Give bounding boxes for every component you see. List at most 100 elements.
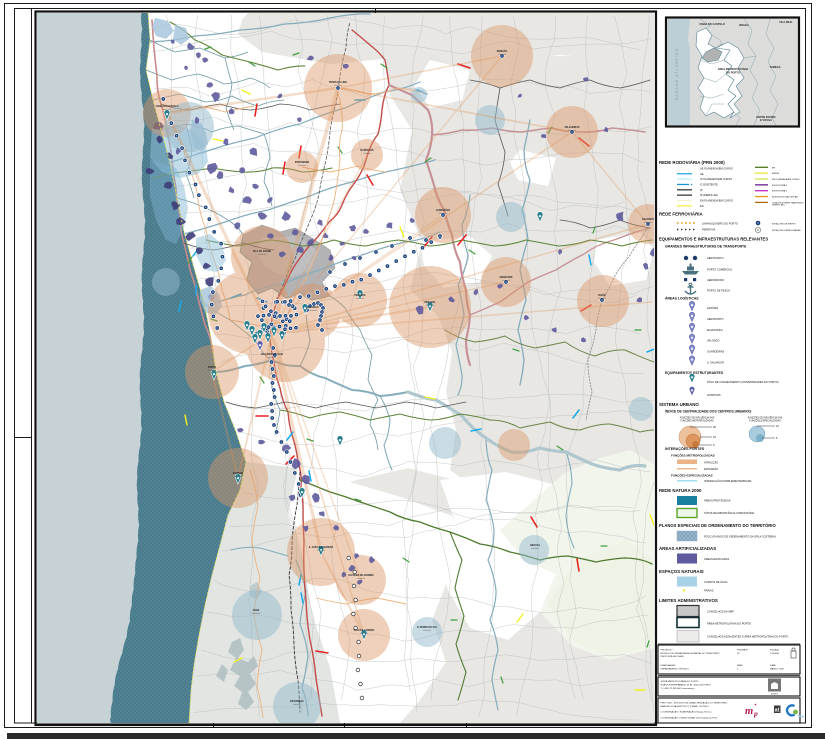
svg-text:PORTO COMERCIAL: PORTO COMERCIAL <box>707 267 733 271</box>
svg-text:5: 5 <box>713 443 715 447</box>
svg-text:ESTARREJA: ESTARREJA <box>290 700 304 703</box>
svg-text:OCEANO ATLANTICO: OCEANO ATLANTICO <box>675 48 679 100</box>
svg-text:ESTAÇÕES FERROVIÁRIAS: ESTAÇÕES FERROVIÁRIAS <box>772 229 801 232</box>
svg-text:GRANDES INFRAESTRUTURAS DE TRA: GRANDES INFRAESTRUTURAS DE TRANSPORTE <box>665 245 747 249</box>
svg-text:LEIXÕES: LEIXÕES <box>707 305 718 310</box>
svg-text:ÁREAS PROTEGIDAS: ÁREAS PROTEGIDAS <box>704 499 731 503</box>
svg-text:VIANA DO CASTELO: VIANA DO CASTELO <box>156 105 179 108</box>
svg-text:IC PLANEADO/EM CURSO: IC PLANEADO/EM CURSO <box>700 177 732 181</box>
svg-text:at: at <box>775 708 780 714</box>
svg-text:REDE NATURA 2000: REDE NATURA 2000 <box>659 488 702 493</box>
svg-text:IP: IP <box>700 188 703 192</box>
svg-text:ÍNDICE DE CENTRALIDADE DOS CEN: ÍNDICE DE CENTRALIDADE DOS CENTROS URBAN… <box>665 409 752 414</box>
svg-text:ESPAÇOS NATURAIS: ESPAÇOS NATURAIS <box>659 569 704 574</box>
svg-text:AROUCA: AROUCA <box>530 544 540 547</box>
svg-text:MODELO DE ORGANIZAÇÃO ESPACIAL: MODELO DE ORGANIZAÇÃO ESPACIAL DO TERRIT… <box>661 652 720 655</box>
svg-text:AEROPORTO: AEROPORTO <box>707 256 723 260</box>
svg-text:VILA DO CONDE: VILA DO CONDE <box>253 250 272 253</box>
svg-text:FUNÇÕES ESPECIALIZADAS: FUNÇÕES ESPECIALIZADAS <box>671 473 713 478</box>
svg-text:CONCELHOS DA AMP: CONCELHOS DA AMP <box>707 610 734 614</box>
svg-text:EXPANSÃO: EXPANSÃO <box>704 466 718 471</box>
svg-text:5: 5 <box>776 436 778 440</box>
svg-text:AEROPORTO: AEROPORTO <box>707 317 723 321</box>
svg-text:EQUIPAMENTOS ESTRUTURANTES: EQUIPAMENTOS ESTRUTURANTES <box>665 371 724 375</box>
svg-text:AMARANTE: AMARANTE <box>499 276 513 279</box>
svg-text:VALE DE CAMBRA: VALE DE CAMBRA <box>354 629 375 632</box>
svg-text:BRAGA: BRAGA <box>739 23 749 27</box>
svg-text:FASE: FASE <box>737 664 743 667</box>
svg-text:AE: AE <box>700 172 704 176</box>
svg-text:EN PLANEADA/EM CURSO: EN PLANEADA/EM CURSO <box>700 199 733 203</box>
svg-text:VALONGO: VALONGO <box>707 339 720 343</box>
svg-text:PORTO DE PESCA: PORTO DE PESCA <box>707 289 730 293</box>
svg-text:HOSPITAIS: HOSPITAIS <box>707 393 721 397</box>
svg-text:PROT 2007 - ESTUDOS DE CARACTE: PROT 2007 - ESTUDOS DE CARACTERIZAÇÃO DO… <box>661 702 728 705</box>
svg-text:PROJECTO: PROJECTO <box>661 650 673 652</box>
svg-text:MARÇO 2008: MARÇO 2008 <box>770 668 784 671</box>
svg-text:FUNÇÕES DE INFLUÊNCIA NAS: FUNÇÕES DE INFLUÊNCIA NAS <box>748 417 783 420</box>
svg-text:OVAR: OVAR <box>253 609 260 612</box>
svg-text:PENAFIEL: PENAFIEL <box>424 301 436 304</box>
svg-text:amave: amave <box>771 693 779 696</box>
svg-text:S. SALVADOR: S. SALVADOR <box>707 361 724 365</box>
svg-text:AE PLANEADA/EM CURSO: AE PLANEADA/EM CURSO <box>700 166 733 170</box>
svg-text:MONÇÃO: MONÇÃO <box>497 50 508 53</box>
svg-text:POOC (PLANOS DE ORDENAMENTO DA: POOC (PLANOS DE ORDENAMENTO DA ORLA COST… <box>704 535 776 539</box>
svg-text:ÁREAS EDIFICADAS: ÁREAS EDIFICADAS <box>704 557 729 561</box>
svg-text:VIANA DO CASTELO: VIANA DO CASTELO <box>699 22 725 26</box>
svg-text:GUIMARÃES: GUIMARÃES <box>436 209 451 212</box>
svg-text:10: 10 <box>776 424 779 428</box>
svg-text:ER: ER <box>772 167 775 169</box>
svg-text:ENTRE DOURO: ENTRE DOURO <box>756 115 775 119</box>
svg-text:DEPARTAMENTO TÉCNICO: DEPARTAMENTO TÉCNICO <box>661 668 690 671</box>
svg-text:ÁREAS LOGÍSTICAS: ÁREAS LOGÍSTICAS <box>665 296 699 301</box>
svg-text:ESTAÇÕES DE METRO: ESTAÇÕES DE METRO <box>772 222 796 225</box>
svg-text:OLIVEIRA DE AZEMÉIS: OLIVEIRA DE AZEMÉIS <box>348 574 374 577</box>
svg-text:INTERAÇÕES FORTES: INTERAÇÕES FORTES <box>665 446 705 451</box>
svg-text:ELABORAÇÃO: ELABORAÇÃO <box>661 664 676 667</box>
svg-text:IC EXISTENTE: IC EXISTENTE <box>700 182 718 186</box>
svg-text:JUNTA METROPOLITANA DO PORTO: JUNTA METROPOLITANA DO PORTO <box>661 680 699 683</box>
svg-text:INTERACÇÃO/COMPLEMENTARIDADE: INTERACÇÃO/COMPLEMENTARIDADE <box>704 478 752 483</box>
svg-text:PORTO: PORTO <box>208 367 216 369</box>
svg-text:ER/EM: ER/EM <box>772 173 779 175</box>
svg-text:m: m <box>745 706 753 717</box>
svg-text:BAIÃO: BAIÃO <box>598 294 606 297</box>
svg-text:ER PLANEADA/EM CURSO: ER PLANEADA/EM CURSO <box>772 178 800 181</box>
svg-text:MAIA/TROFA: MAIA/TROFA <box>707 328 723 332</box>
svg-text:ANÁLISE E DIAGNÓSTICO | 2ª FAS: ANÁLISE E DIAGNÓSTICO | 2ª FASE - ESTUDO <box>661 705 710 708</box>
svg-text:VILA NOVA DE GAIA: VILA NOVA DE GAIA <box>261 353 284 356</box>
svg-text:CONCELHOS ADJACENTES À ÁREA ME: CONCELHOS ADJACENTES À ÁREA METROPOLITAN… <box>707 635 788 639</box>
svg-text:DO PORTO: DO PORTO <box>726 71 740 75</box>
svg-text:PROPOSTA DE PLANO: PROPOSTA DE PLANO <box>661 655 685 658</box>
svg-text:COORDENAÇÃO CONSULTORIA | Univ: COORDENAÇÃO CONSULTORIA | Universidade d… <box>661 717 719 720</box>
svg-text:CELORICO: CELORICO <box>642 219 654 221</box>
svg-text:EN: EN <box>700 204 704 208</box>
svg-text:FELGUEIRAS: FELGUEIRAS <box>565 126 580 129</box>
svg-text:ÁREAS ARTIFICIALIZADAS: ÁREAS ARTIFICIALIZADAS <box>659 546 716 551</box>
svg-text:p: p <box>753 709 758 718</box>
svg-text:FUNÇÕES METROPOLIZADAS: FUNÇÕES METROPOLIZADAS <box>680 419 714 422</box>
svg-text:ESCALA: ESCALA <box>770 649 779 652</box>
svg-text:AREA METROPOLITANA: AREA METROPOLITANA <box>718 67 749 71</box>
svg-text:ESTRUTURA 2: ESTRUTURA 2 <box>772 190 788 193</box>
svg-text:COORDENAÇÃO / ELABORAÇÃO | Equ: COORDENAÇÃO / ELABORAÇÃO | Equipa Técnic… <box>661 711 713 714</box>
svg-text:ESTRUTURA 1: ESTRUTURA 1 <box>772 184 788 187</box>
svg-text:GUARDEIRAS: GUARDEIRAS <box>707 350 724 354</box>
svg-text:DATA: DATA <box>770 664 776 667</box>
svg-text:REDE FERROVIÁRIA: REDE FERROVIÁRIA <box>659 212 703 217</box>
svg-text:LIGAÇÕES/TERM. MARÍTIMOS: LIGAÇÕES/TERM. MARÍTIMOS <box>772 201 804 204</box>
svg-text:ACESSOS/LIGAÇÕES AE: ACESSOS/LIGAÇÕES AE <box>772 196 798 199</box>
svg-text:SISTEMA URBANO: SISTEMA URBANO <box>659 402 699 407</box>
svg-text:(PERFIL AE): (PERFIL AE) <box>772 204 785 207</box>
svg-text:FUNÇÕES DE INFLUÊNCIA NAS: FUNÇÕES DE INFLUÊNCIA NAS <box>680 417 715 420</box>
svg-text:REDE RODOVIÁRIA (PRN 2000): REDE RODOVIÁRIA (PRN 2000) <box>659 160 725 165</box>
svg-text:02: 02 <box>737 653 740 655</box>
svg-text:PLANOS ESPECIAIS DE ORDENAMENT: PLANOS ESPECIAIS DE ORDENAMENTO DO TERRI… <box>659 523 776 528</box>
svg-text:TAMEGA: TAMEGA <box>769 65 780 69</box>
svg-text:PÓLO DE CONHECIMENTO (UNIVERSI: PÓLO DE CONHECIMENTO (UNIVERSIDADES DO P… <box>707 379 779 384</box>
svg-text:AERÓDROMO: AERÓDROMO <box>707 277 724 282</box>
svg-text:PONTE DE LIMA: PONTE DE LIMA <box>329 81 347 84</box>
svg-text:SÍTIOS DE IMPORTÂNCIA COMUNITÁ: SÍTIOS DE IMPORTÂNCIA COMUNITÁRIA <box>704 510 755 515</box>
svg-text:FERROVIA: FERROVIA <box>702 228 716 232</box>
